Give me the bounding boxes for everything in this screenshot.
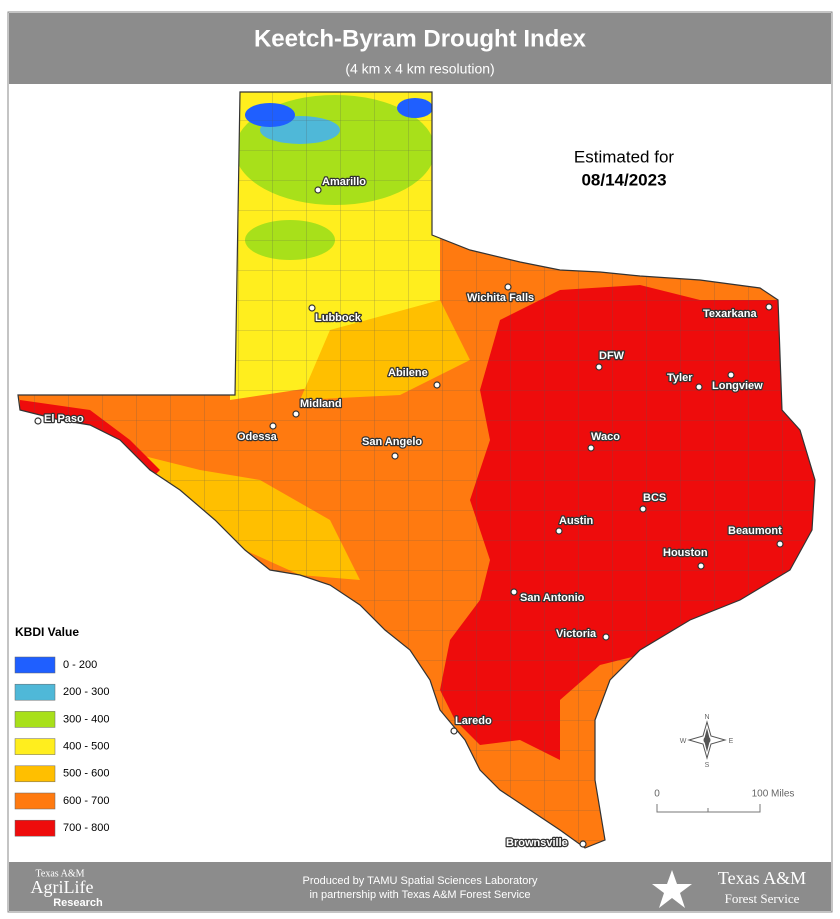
city-label: Odessa xyxy=(237,431,278,443)
legend-label: 700 - 800 xyxy=(63,822,109,834)
city-dot xyxy=(510,588,518,596)
legend-swatch xyxy=(14,738,56,755)
legend-swatch xyxy=(14,792,56,810)
compass-w: W xyxy=(680,738,687,745)
city-label: Amarillo xyxy=(322,176,366,188)
city-dot xyxy=(314,186,322,194)
city-dot xyxy=(639,505,647,513)
scale-bar xyxy=(656,804,761,813)
city-label: Texarkana xyxy=(703,308,757,320)
city-dot xyxy=(391,452,399,460)
city-label: BCS xyxy=(643,492,666,504)
legend-title: KBDI Value xyxy=(15,625,79,639)
city-dot xyxy=(308,304,316,312)
legend-swatch xyxy=(14,711,56,728)
title: Keetch-Byram Drought Index xyxy=(254,25,587,52)
legend-label: 500 - 600 xyxy=(63,768,109,780)
city-dot xyxy=(595,363,603,371)
legend-swatch xyxy=(14,656,56,674)
right-logo-1: Texas A&M xyxy=(718,868,806,888)
compass-e: E xyxy=(729,738,734,745)
legend-swatch xyxy=(14,683,56,701)
legend-swatch xyxy=(14,819,56,837)
city-label: Abilene xyxy=(388,367,428,379)
city-dot xyxy=(765,303,773,311)
scale-end: 100 Miles xyxy=(752,789,795,800)
city-label: Victoria xyxy=(556,628,597,640)
credit-1: Produced by TAMU Spatial Sciences Labora… xyxy=(303,875,538,887)
city-label: DFW xyxy=(599,350,625,362)
left-logo-3: Research xyxy=(53,897,103,909)
city-label: Austin xyxy=(559,515,594,527)
city-label: Brownsville xyxy=(506,837,568,849)
footer-band xyxy=(9,862,831,911)
city-dot xyxy=(504,283,512,291)
city-dot xyxy=(695,383,703,391)
legend-label: 200 - 300 xyxy=(63,686,109,698)
compass: N S E W xyxy=(680,714,734,769)
city-label: Longview xyxy=(712,380,763,392)
scale-start: 0 xyxy=(654,789,660,800)
credit-2: in partnership with Texas A&M Forest Ser… xyxy=(309,889,530,901)
city-label: Wichita Falls xyxy=(467,292,534,304)
zone-700-800-bigbend xyxy=(135,525,195,575)
city-dot xyxy=(269,422,277,430)
city-label: San Angelo xyxy=(362,436,422,448)
legend-label: 400 - 500 xyxy=(63,741,109,753)
legend-swatch xyxy=(14,765,56,783)
cities: Amarillo Lubbock Wichita Falls Texarkana DFW… xyxy=(34,175,784,850)
city-dot xyxy=(34,417,42,425)
city-dot xyxy=(602,633,610,641)
left-logo-1: Texas A&M xyxy=(35,868,84,879)
city-label: Midland xyxy=(300,398,342,410)
frame xyxy=(7,11,833,913)
city-dot xyxy=(587,444,595,452)
legend-label: 600 - 700 xyxy=(63,795,109,807)
city-label: El Paso xyxy=(44,413,84,425)
subtitle: (4 km x 4 km resolution) xyxy=(345,61,494,77)
legend: 0 - 200 200 - 300 300 - 400 400 - 500 500 - … xyxy=(14,656,109,837)
left-logo-2: AgriLife xyxy=(31,877,94,897)
city-dot xyxy=(697,562,705,570)
city-label: San Antonio xyxy=(520,592,585,604)
city-label: Beaumont xyxy=(728,525,782,537)
city-label: Laredo xyxy=(455,715,492,727)
city-label: Lubbock xyxy=(315,312,362,324)
city-dot xyxy=(450,727,458,735)
city-dot xyxy=(579,840,587,848)
city-label: Tyler xyxy=(667,372,693,384)
city-dot xyxy=(433,381,441,389)
legend-label: 300 - 400 xyxy=(63,713,109,725)
legend-label: 0 - 200 xyxy=(63,659,97,671)
estimate-label: Estimated for xyxy=(574,147,674,166)
city-dot xyxy=(292,410,300,418)
right-logo-2: Forest Service xyxy=(725,891,800,906)
compass-s: S xyxy=(705,762,710,769)
city-dot xyxy=(555,527,563,535)
header-band xyxy=(9,13,831,84)
city-label: Houston xyxy=(663,547,708,559)
estimate-date: 08/14/2023 xyxy=(581,170,666,189)
city-dot xyxy=(727,371,735,379)
compass-n: N xyxy=(704,714,709,721)
city-label: Waco xyxy=(591,431,620,443)
city-dot xyxy=(776,540,784,548)
star-logo xyxy=(652,870,692,908)
